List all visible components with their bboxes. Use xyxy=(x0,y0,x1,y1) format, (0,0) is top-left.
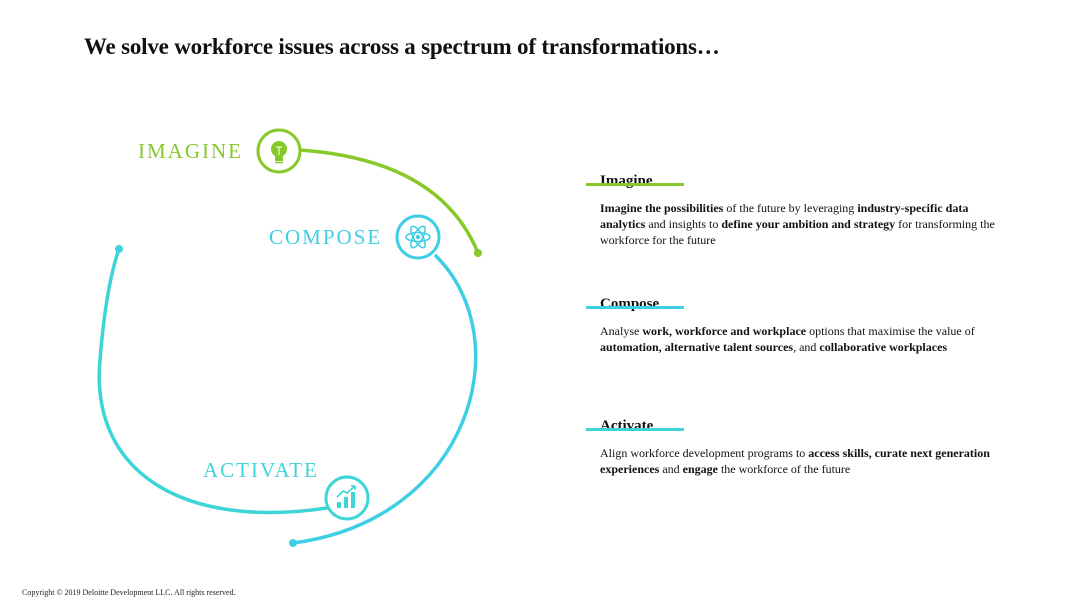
compose-arc-end-dot xyxy=(289,539,297,547)
section-compose-text: Analyse work, workforce and workplace op… xyxy=(600,323,995,355)
section-imagine-heading: Imagine xyxy=(600,173,653,189)
growth-chart-icon xyxy=(324,475,370,521)
copyright-footer: Copyright © 2019 Deloitte Development LL… xyxy=(22,588,236,597)
body-text: the workforce of the future xyxy=(717,462,851,476)
section-compose: Compose Analyse work, workforce and work… xyxy=(600,293,995,355)
page-title: We solve workforce issues across a spect… xyxy=(84,34,720,59)
emphasis-text: access skills, curate next generation ex… xyxy=(600,446,990,476)
section-activate-heading: Activate xyxy=(600,418,654,434)
compose-arc xyxy=(291,254,478,545)
emphasis-text: collaborative workplaces xyxy=(819,340,948,354)
section-imagine: Imagine Imagine the possibilities of the… xyxy=(600,170,995,248)
body-text: Align workforce development programs to xyxy=(600,446,809,460)
body-text: of the future by leveraging xyxy=(723,201,858,215)
activate-arc xyxy=(97,247,329,515)
atom-icon xyxy=(395,214,441,260)
stage-label-imagine: IMAGINE xyxy=(138,139,243,163)
emphasis-text: automation, alternative talent sources xyxy=(600,340,794,354)
section-imagine-text: Imagine the possibilities of the future … xyxy=(600,200,995,248)
stage-label-compose: COMPOSE xyxy=(269,225,383,249)
section-activate: Activate Align workforce development pro… xyxy=(600,415,995,477)
body-text: options that maximise the value of xyxy=(806,324,975,338)
emphasis-text: work, workforce and workplace xyxy=(642,324,807,338)
section-compose-heading: Compose xyxy=(600,296,660,312)
body-text: and xyxy=(659,462,683,476)
compose-heading-underline xyxy=(586,306,684,309)
emphasis-text: engage xyxy=(682,462,718,476)
lightbulb-icon xyxy=(256,128,302,174)
body-text: for transforming the workforce for the f… xyxy=(600,217,995,247)
body-text: , and xyxy=(793,340,820,354)
activate-arc-end-dot xyxy=(115,245,123,253)
body-text: and insights to xyxy=(645,217,722,231)
section-activate-text: Align workforce development programs to … xyxy=(600,445,995,477)
emphasis-text: industry-specific data analytics xyxy=(600,201,969,231)
imagine-heading-underline xyxy=(586,183,684,186)
stage-label-activate: ACTIVATE xyxy=(203,458,319,482)
activate-heading-underline xyxy=(586,428,684,431)
imagine-arc-end-dot xyxy=(474,249,482,257)
body-text: Analyse xyxy=(600,324,643,338)
emphasis-text: Imagine the possibilities xyxy=(600,201,724,215)
emphasis-text: define your ambition and strategy xyxy=(721,217,896,231)
imagine-arc xyxy=(298,148,480,255)
